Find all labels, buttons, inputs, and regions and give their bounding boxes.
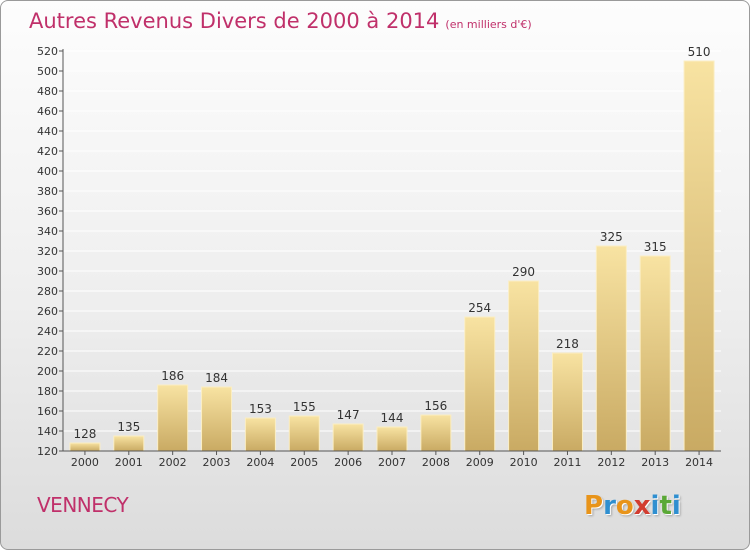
bar-2006 — [332, 423, 364, 452]
bar-2005 — [288, 415, 320, 452]
bar-2000 — [69, 442, 101, 452]
chart-subtitle: (en milliers d'€) — [445, 18, 532, 31]
y-tick-label: 180 — [37, 385, 58, 398]
y-tick-label: 280 — [37, 285, 58, 298]
y-tick-label: 240 — [37, 325, 58, 338]
y-tick-label: 120 — [37, 445, 58, 458]
x-tick-label-2013: 2013 — [641, 456, 669, 469]
chart-title: Autres Revenus Divers de 2000 à 2014 (en … — [29, 9, 532, 33]
data-label-2004: 153 — [249, 402, 272, 416]
logo-letter: o — [615, 491, 634, 521]
y-tick-label: 200 — [37, 365, 58, 378]
bar-2013 — [639, 255, 671, 452]
x-tick-label-2001: 2001 — [115, 456, 143, 469]
y-tick-label: 360 — [37, 205, 58, 218]
bar-2010 — [508, 280, 540, 452]
y-tick-label: 340 — [37, 225, 58, 238]
y-tick-label: 480 — [37, 85, 58, 98]
bar-2001 — [113, 435, 145, 452]
x-tick-label-2005: 2005 — [290, 456, 318, 469]
y-tick-label: 220 — [37, 345, 58, 358]
logo-letter: t — [659, 491, 672, 521]
y-tick-label: 440 — [37, 125, 58, 138]
bar-2002 — [157, 384, 189, 452]
x-tick-label-2007: 2007 — [378, 456, 406, 469]
data-label-2013: 315 — [644, 240, 667, 254]
y-tick-label: 380 — [37, 185, 58, 198]
logo-letter: r — [603, 491, 616, 521]
data-label-2011: 218 — [556, 337, 579, 351]
chart-title-text: Autres Revenus Divers de 2000 à 2014 — [29, 9, 440, 33]
y-tick-label: 500 — [37, 65, 58, 78]
commune-name: VENNECY — [37, 493, 129, 517]
bar-2007 — [376, 426, 408, 452]
data-label-2005: 155 — [293, 400, 316, 414]
y-tick-label: 420 — [37, 145, 58, 158]
data-label-2000: 128 — [73, 427, 96, 441]
bar-2008 — [420, 414, 452, 452]
bar-2011 — [551, 352, 583, 452]
data-label-2010: 290 — [512, 265, 535, 279]
x-tick-label-2000: 2000 — [71, 456, 99, 469]
bar-2003 — [201, 386, 233, 452]
data-label-2014: 510 — [688, 45, 711, 59]
logo-letter: P — [584, 491, 604, 521]
x-tick-label-2011: 2011 — [553, 456, 581, 469]
bar-2012 — [595, 245, 627, 452]
y-tick-label: 140 — [37, 425, 58, 438]
x-tick-label-2003: 2003 — [203, 456, 231, 469]
x-tick-label-2008: 2008 — [422, 456, 450, 469]
y-tick-label: 460 — [37, 105, 58, 118]
data-label-2012: 325 — [600, 230, 623, 244]
y-tick-label: 520 — [37, 45, 58, 58]
x-tick-label-2002: 2002 — [159, 456, 187, 469]
y-tick-label: 260 — [37, 305, 58, 318]
data-label-2002: 186 — [161, 369, 184, 383]
x-tick-label-2009: 2009 — [466, 456, 494, 469]
bars — [69, 60, 715, 452]
x-tick-label-2014: 2014 — [685, 456, 713, 469]
labels: 120 140 160 180 200 220 240 260 280 300 320 340 360 3… — [37, 45, 713, 469]
data-label-2001: 135 — [117, 420, 140, 434]
x-tick-label-2012: 2012 — [597, 456, 625, 469]
y-tick-label: 320 — [37, 245, 58, 258]
data-label-2003: 184 — [205, 371, 228, 385]
x-tick-label-2004: 2004 — [246, 456, 274, 469]
y-tick-label: 300 — [37, 265, 58, 278]
data-label-2007: 144 — [381, 411, 404, 425]
data-label-2006: 147 — [337, 408, 360, 422]
proxiti-logo[interactable]: Proxiti — [584, 491, 681, 521]
logo-letter: i — [650, 491, 660, 521]
y-tick-label: 160 — [37, 405, 58, 418]
logo-letter: x — [633, 491, 651, 521]
x-tick-label-2006: 2006 — [334, 456, 362, 469]
x-tick-label-2010: 2010 — [510, 456, 538, 469]
data-label-2009: 254 — [468, 301, 491, 315]
bar-2014 — [683, 60, 715, 452]
y-tick-label: 400 — [37, 165, 58, 178]
bar-2009 — [464, 316, 496, 452]
data-label-2008: 156 — [424, 399, 447, 413]
bar-2004 — [244, 417, 276, 452]
logo-letter: i — [671, 491, 681, 521]
